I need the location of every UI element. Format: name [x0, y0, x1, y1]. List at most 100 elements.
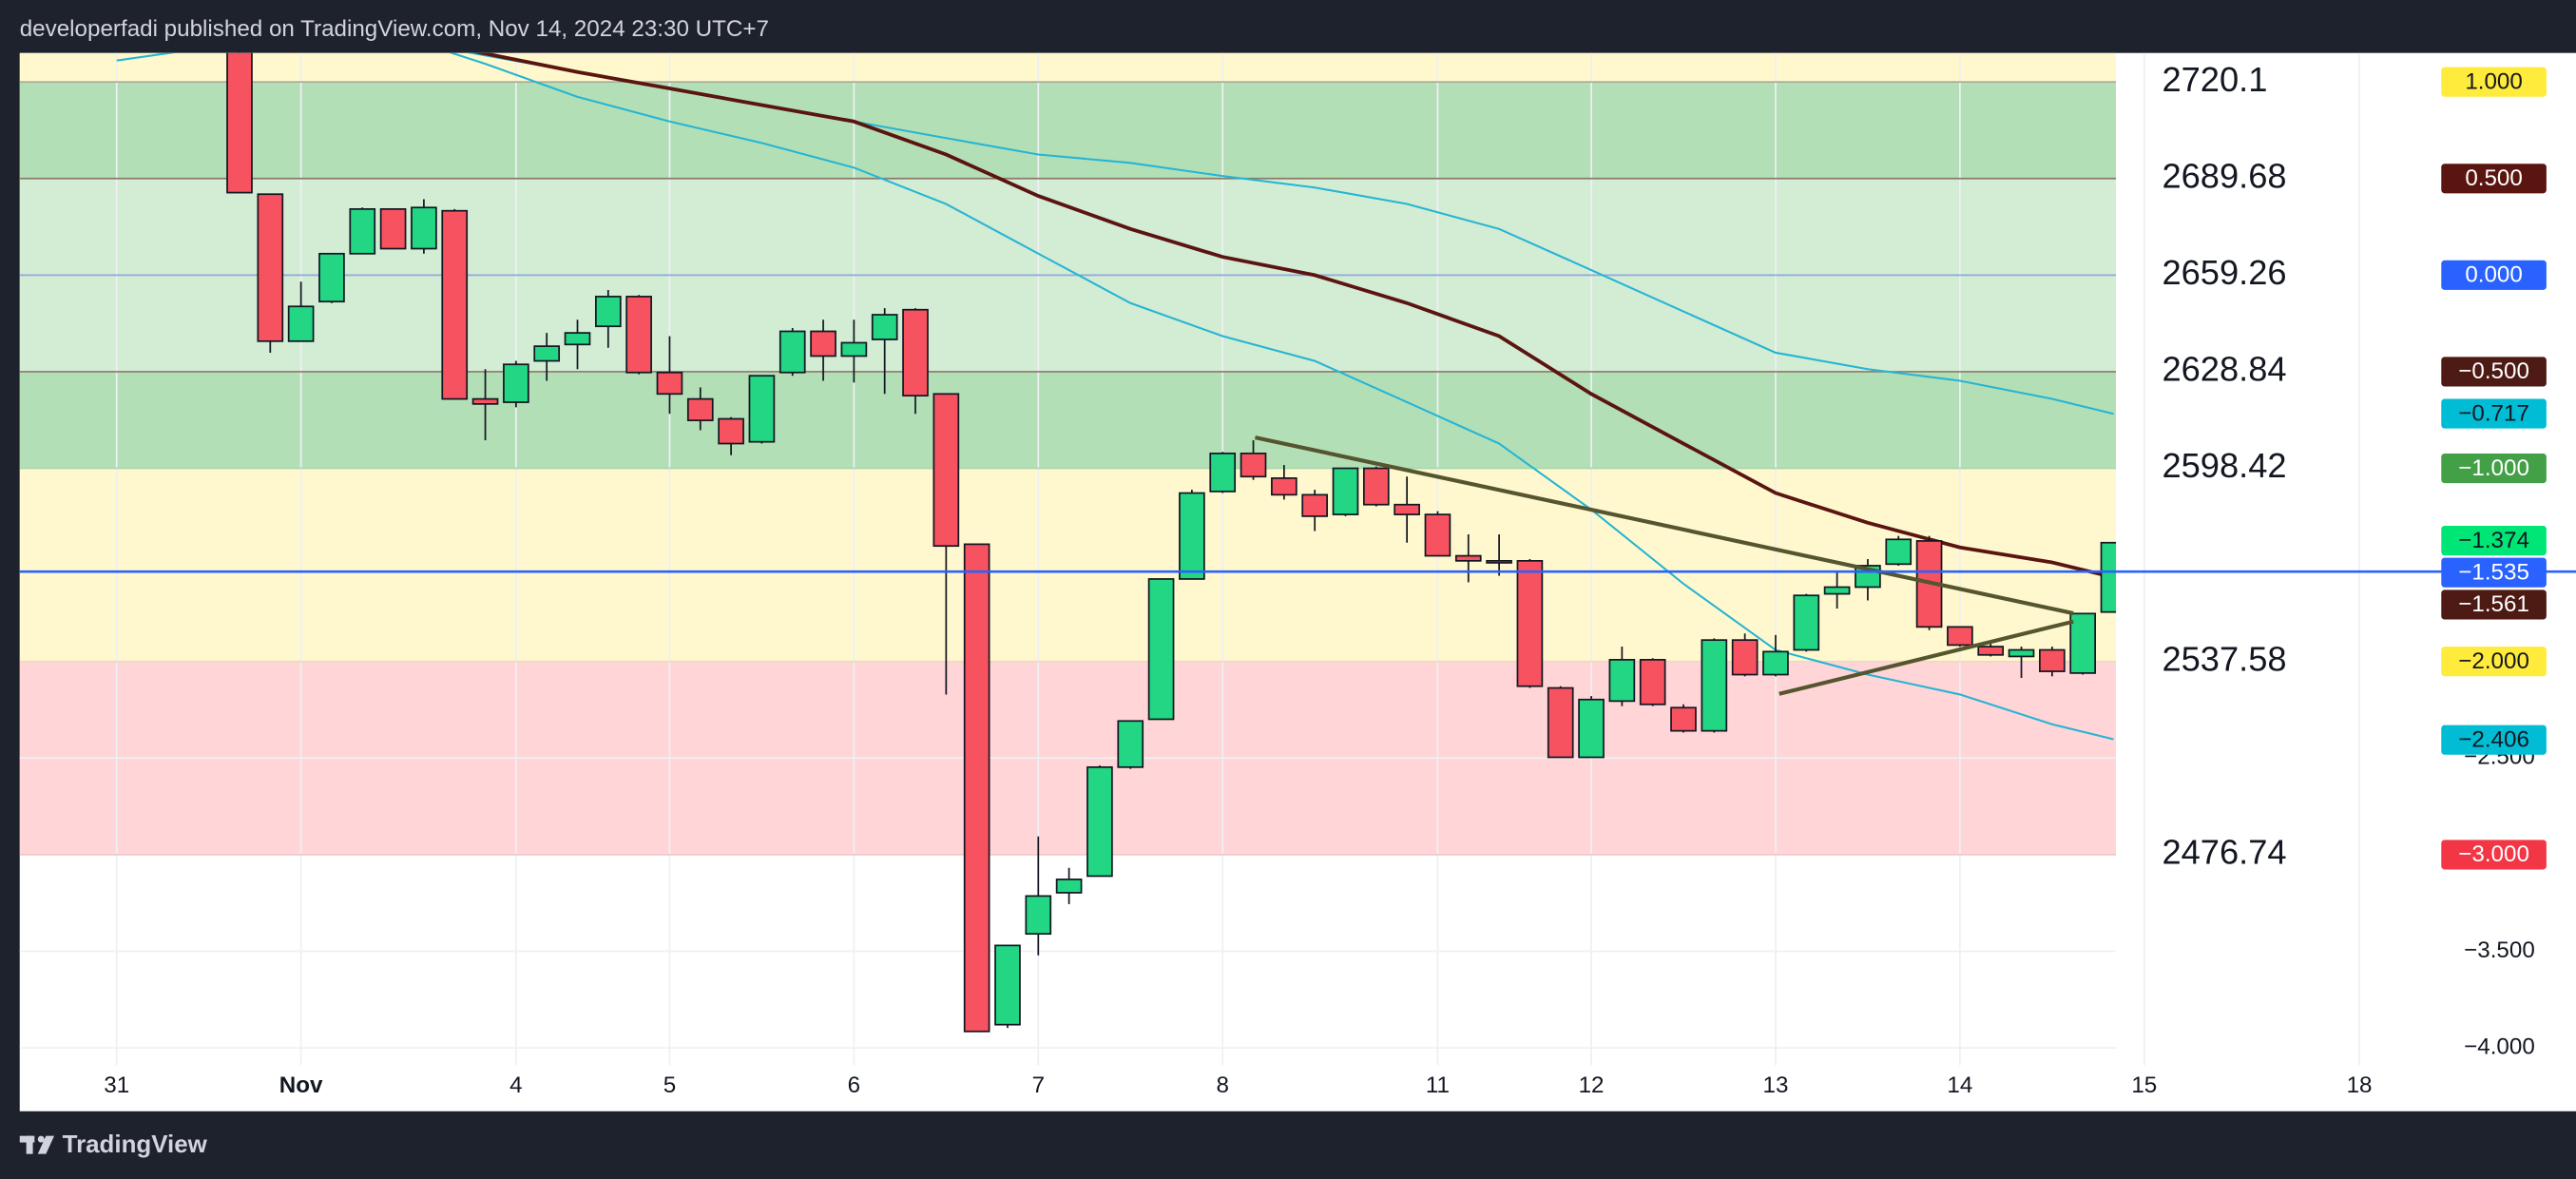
candle-body [1179, 492, 1205, 580]
candle-body [1701, 639, 1728, 732]
candle-body [257, 193, 284, 342]
candle-body [686, 397, 714, 422]
candle-body [748, 375, 776, 443]
candle-body [656, 371, 683, 396]
fib-band [19, 468, 2117, 662]
price-tag-label: −0.717 [2458, 400, 2529, 426]
candle-body [503, 363, 529, 403]
price-tag [2441, 590, 2547, 620]
candle-body [226, 52, 253, 194]
price-tag [2441, 557, 2547, 588]
x-tick-label: 8 [1216, 1073, 1228, 1098]
x-tick-label: 7 [1032, 1073, 1045, 1098]
candle-body [1885, 538, 1913, 566]
candle-body [1486, 559, 1512, 564]
price-tag-label: 0.500 [2465, 165, 2523, 191]
candle-body [349, 208, 376, 255]
candle-body [994, 944, 1021, 1026]
price-tag-label: −2.000 [2458, 648, 2529, 674]
candle-body [1362, 467, 1390, 506]
time-axis: 31 Nov 4 5 6 7 8 11 12 13 14 15 18 [104, 1073, 2372, 1098]
moving-average [116, 52, 2114, 741]
candle-body [1823, 586, 1851, 595]
fib-price-label: 2476.74 [2162, 832, 2286, 871]
candle-body [625, 296, 652, 374]
price-tag-label: 0.000 [2465, 262, 2523, 288]
candle-body [779, 330, 806, 374]
price-tag [2441, 67, 2547, 97]
candle-body [287, 305, 315, 342]
logo-part [37, 1135, 45, 1143]
fib-lines [19, 81, 2117, 856]
price-tag-label: −1.561 [2458, 591, 2529, 617]
x-tick-label: 11 [1426, 1073, 1450, 1098]
candle-body [411, 206, 437, 250]
brand-logo [19, 1135, 55, 1154]
candle-body [840, 341, 868, 358]
x-tick-label: 14 [1947, 1073, 1972, 1098]
moving-averages [116, 52, 2114, 741]
candle-body [1547, 686, 1574, 759]
price-tag-label: 1.000 [2465, 68, 2523, 94]
y-tick-label: −4.000 [2464, 1034, 2535, 1059]
candle-body [594, 296, 622, 328]
candle-body [932, 393, 960, 548]
price-tag [2441, 453, 2547, 484]
publisher-header: developerfadi published on TradingView.c… [20, 16, 769, 42]
brand-name: TradingView [63, 1131, 208, 1158]
x-tick-label: 5 [663, 1073, 676, 1098]
band-above [19, 52, 2117, 83]
candle-body [1731, 639, 1759, 676]
fib-band [19, 275, 2117, 372]
candle-body [2039, 648, 2066, 672]
price-tag [2441, 525, 2547, 556]
candle-body [1670, 706, 1697, 732]
candle-body [1639, 659, 1666, 705]
price-tag-label: −2.406 [2458, 726, 2529, 752]
fib-price-label: 2689.68 [2162, 156, 2286, 195]
price-tag [2441, 164, 2547, 194]
x-tick-label: 18 [2347, 1073, 2373, 1098]
fib-price-label: 2537.58 [2162, 639, 2286, 678]
candle-body [1025, 895, 1052, 936]
x-tick-label: 31 [104, 1073, 129, 1098]
candle-body [1209, 453, 1237, 493]
candle-body [1977, 646, 2005, 656]
candle-body [1086, 765, 1113, 878]
candle-body [1055, 879, 1083, 894]
price-tag-label: −1.000 [2458, 455, 2529, 481]
candle-body [1117, 720, 1144, 768]
candle-body [564, 332, 591, 346]
fib-price-label: 2720.1 [2162, 60, 2267, 99]
candle-body [1271, 477, 1298, 496]
x-tick-label: Nov [279, 1073, 323, 1098]
candle-body [963, 543, 990, 1033]
candle-body [1147, 578, 1175, 721]
moving-average [472, 52, 2114, 580]
fib-bands [19, 52, 2117, 855]
price-tags: 1.000 0.500 0.000 −0.500 −0.717 −1.000 −1.374 −… [2441, 67, 2547, 870]
candle-body [318, 252, 345, 303]
x-tick-label: 4 [509, 1073, 522, 1098]
candle-body [1793, 594, 1820, 651]
price-tag-label: −3.000 [2458, 841, 2529, 867]
candle-body [718, 417, 744, 445]
x-tick-label: 13 [1763, 1073, 1789, 1098]
x-tick-label: 6 [848, 1073, 860, 1098]
x-tick-label: 12 [1579, 1073, 1605, 1098]
candle-body [1301, 493, 1328, 517]
price-tag [2441, 260, 2547, 290]
fib-price-label: 2598.42 [2162, 446, 2286, 485]
candle-body [1240, 453, 1267, 478]
candle-body [1394, 503, 1420, 515]
candle-body [1424, 513, 1451, 557]
price-tag-label: −1.374 [2458, 528, 2529, 553]
candle-body [1516, 559, 1544, 687]
candle-body [902, 308, 929, 397]
candles [226, 52, 2117, 1033]
candle-body [1762, 650, 1789, 676]
logo-part [37, 1135, 55, 1154]
candle-body [2008, 648, 2035, 658]
price-tag-label: −1.535 [2458, 559, 2529, 585]
